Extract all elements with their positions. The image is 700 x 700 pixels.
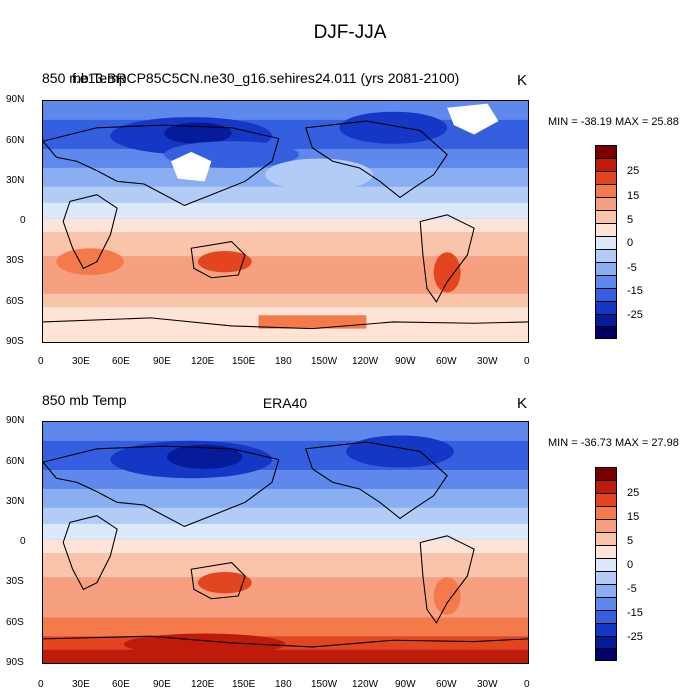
panel2-colorbar-label: -25 xyxy=(627,631,643,643)
panel1-lat-tick: 30N xyxy=(6,175,25,186)
colorbar-box xyxy=(596,315,616,327)
colorbar-box xyxy=(596,250,616,263)
panel2-colorbar-label: 15 xyxy=(627,511,640,523)
panel2-map-svg xyxy=(43,422,528,663)
colorbar-box xyxy=(596,559,616,572)
panel1-colorbar-label: 25 xyxy=(627,165,640,177)
panel1-colorbar-label: -15 xyxy=(627,285,643,297)
panel1-colorbar xyxy=(595,145,617,339)
colorbar-box xyxy=(596,237,616,250)
panel2-dataset-label: ERA40 xyxy=(262,395,308,411)
panel1-lat-tick: 30S xyxy=(6,255,24,266)
panel2-colorbar-label: 0 xyxy=(627,559,634,571)
colorbar-box xyxy=(596,276,616,289)
panel2-lat-tick: 90N xyxy=(6,415,25,426)
panel1-lat-tick: 60S xyxy=(6,296,24,307)
panel1-colorbar-label: 0 xyxy=(627,237,634,249)
colorbar-box xyxy=(596,507,616,520)
panel2-lat-tick: 30S xyxy=(6,576,24,587)
panel1-colorbar-label: -5 xyxy=(627,262,637,274)
panel1-lon-tick: 120E xyxy=(191,356,215,367)
panel2-lon-tick: 0 xyxy=(38,679,44,690)
panel2-lon-tick: 120E xyxy=(191,679,215,690)
colorbar-box xyxy=(596,159,616,172)
panel1-lat-tick: 60N xyxy=(6,135,25,146)
panel1-lon-tick: 60W xyxy=(436,356,457,367)
panel2-lat-tick: 90S xyxy=(6,657,24,668)
panel1-lon-tick: 150W xyxy=(311,356,338,367)
panel1-lat-tick: 90N xyxy=(6,94,25,105)
panel1-map-svg xyxy=(43,101,528,342)
panel1-lon-tick: 150E xyxy=(232,356,256,367)
panel2-colorbar-label: 5 xyxy=(627,535,634,547)
colorbar-box xyxy=(596,585,616,598)
panel1-unit-label: K xyxy=(517,72,528,89)
panel1-lon-tick: 120W xyxy=(352,356,379,367)
panel2-colorbar-label: -15 xyxy=(627,607,643,619)
colorbar-box xyxy=(596,598,616,611)
panel2-lon-tick: 30W xyxy=(477,679,498,690)
panel2-lat-tick: 60N xyxy=(6,456,25,467)
colorbar-box xyxy=(596,198,616,211)
panel2-colorbar-label: 25 xyxy=(627,487,640,499)
panel2-lon-tick: 90E xyxy=(153,679,171,690)
figure-title: DJF-JJA xyxy=(313,22,387,43)
colorbar-box xyxy=(596,146,616,159)
panel1-lat-tick: 0 xyxy=(20,215,26,226)
colorbar-box xyxy=(596,572,616,585)
panel1-lon-tick: 30E xyxy=(72,356,90,367)
colorbar-box xyxy=(596,302,616,315)
colorbar-box xyxy=(596,611,616,624)
panel1-lon-tick: 0 xyxy=(38,356,44,367)
colorbar-box xyxy=(596,211,616,224)
colorbar-box xyxy=(596,624,616,637)
colorbar-box xyxy=(596,533,616,546)
colorbar-box xyxy=(596,224,616,237)
colorbar-box xyxy=(596,481,616,494)
panel2-colorbar-label: -5 xyxy=(627,583,637,595)
panel1-colorbar-label: 5 xyxy=(627,214,634,226)
panel2-lon-tick: 60E xyxy=(112,679,130,690)
panel1-lon-tick: 180 xyxy=(275,356,292,367)
colorbar-box xyxy=(596,649,616,660)
panel2-lon-tick: 60W xyxy=(436,679,457,690)
panel2-lon-tick: 180 xyxy=(275,679,292,690)
panel2-lon-tick: 150E xyxy=(232,679,256,690)
panel2-map xyxy=(42,421,529,664)
panel2-lon-tick: 150W xyxy=(311,679,338,690)
panel2-lon-tick: 120W xyxy=(352,679,379,690)
panel1-lon-tick: 0 xyxy=(524,356,530,367)
panel1-colorbar-label: 15 xyxy=(627,190,640,202)
colorbar-box xyxy=(596,172,616,185)
panel1-case-label: f.e13.BRCP85C5CN.ne30_g16.sehires24.011 … xyxy=(72,70,460,86)
panel2-unit-label: K xyxy=(517,395,528,412)
panel1-colorbar-label: -25 xyxy=(627,309,643,321)
panel2-lat-tick: 30N xyxy=(6,496,25,507)
panel1-variable-label: 850 mb Temp xyxy=(42,70,127,86)
panel1-lon-tick: 90E xyxy=(153,356,171,367)
colorbar-box xyxy=(596,637,616,649)
panel2-lat-tick: 0 xyxy=(20,536,26,547)
panel1-lon-tick: 90W xyxy=(395,356,416,367)
colorbar-box xyxy=(596,468,616,481)
panel1-minmax: MIN = -38.19 MAX = 25.88 xyxy=(548,116,679,128)
colorbar-box xyxy=(596,263,616,276)
panel1-lon-tick: 60E xyxy=(112,356,130,367)
panel1-lat-tick: 90S xyxy=(6,336,24,347)
colorbar-box xyxy=(596,546,616,559)
panel2-lat-tick: 60S xyxy=(6,617,24,628)
panel1-map xyxy=(42,100,529,343)
panel2-colorbar xyxy=(595,467,617,661)
colorbar-box xyxy=(596,185,616,198)
colorbar-box xyxy=(596,494,616,507)
panel2-lon-tick: 30E xyxy=(72,679,90,690)
panel1-lon-tick: 30W xyxy=(477,356,498,367)
panel2-lon-tick: 0 xyxy=(524,679,530,690)
colorbar-box xyxy=(596,327,616,338)
colorbar-box xyxy=(596,289,616,302)
colorbar-box xyxy=(596,520,616,533)
panel2-lon-tick: 90W xyxy=(395,679,416,690)
panel2-variable-label: 850 mb Temp xyxy=(42,392,127,408)
panel2-minmax: MIN = -36.73 MAX = 27.98 xyxy=(548,437,679,449)
